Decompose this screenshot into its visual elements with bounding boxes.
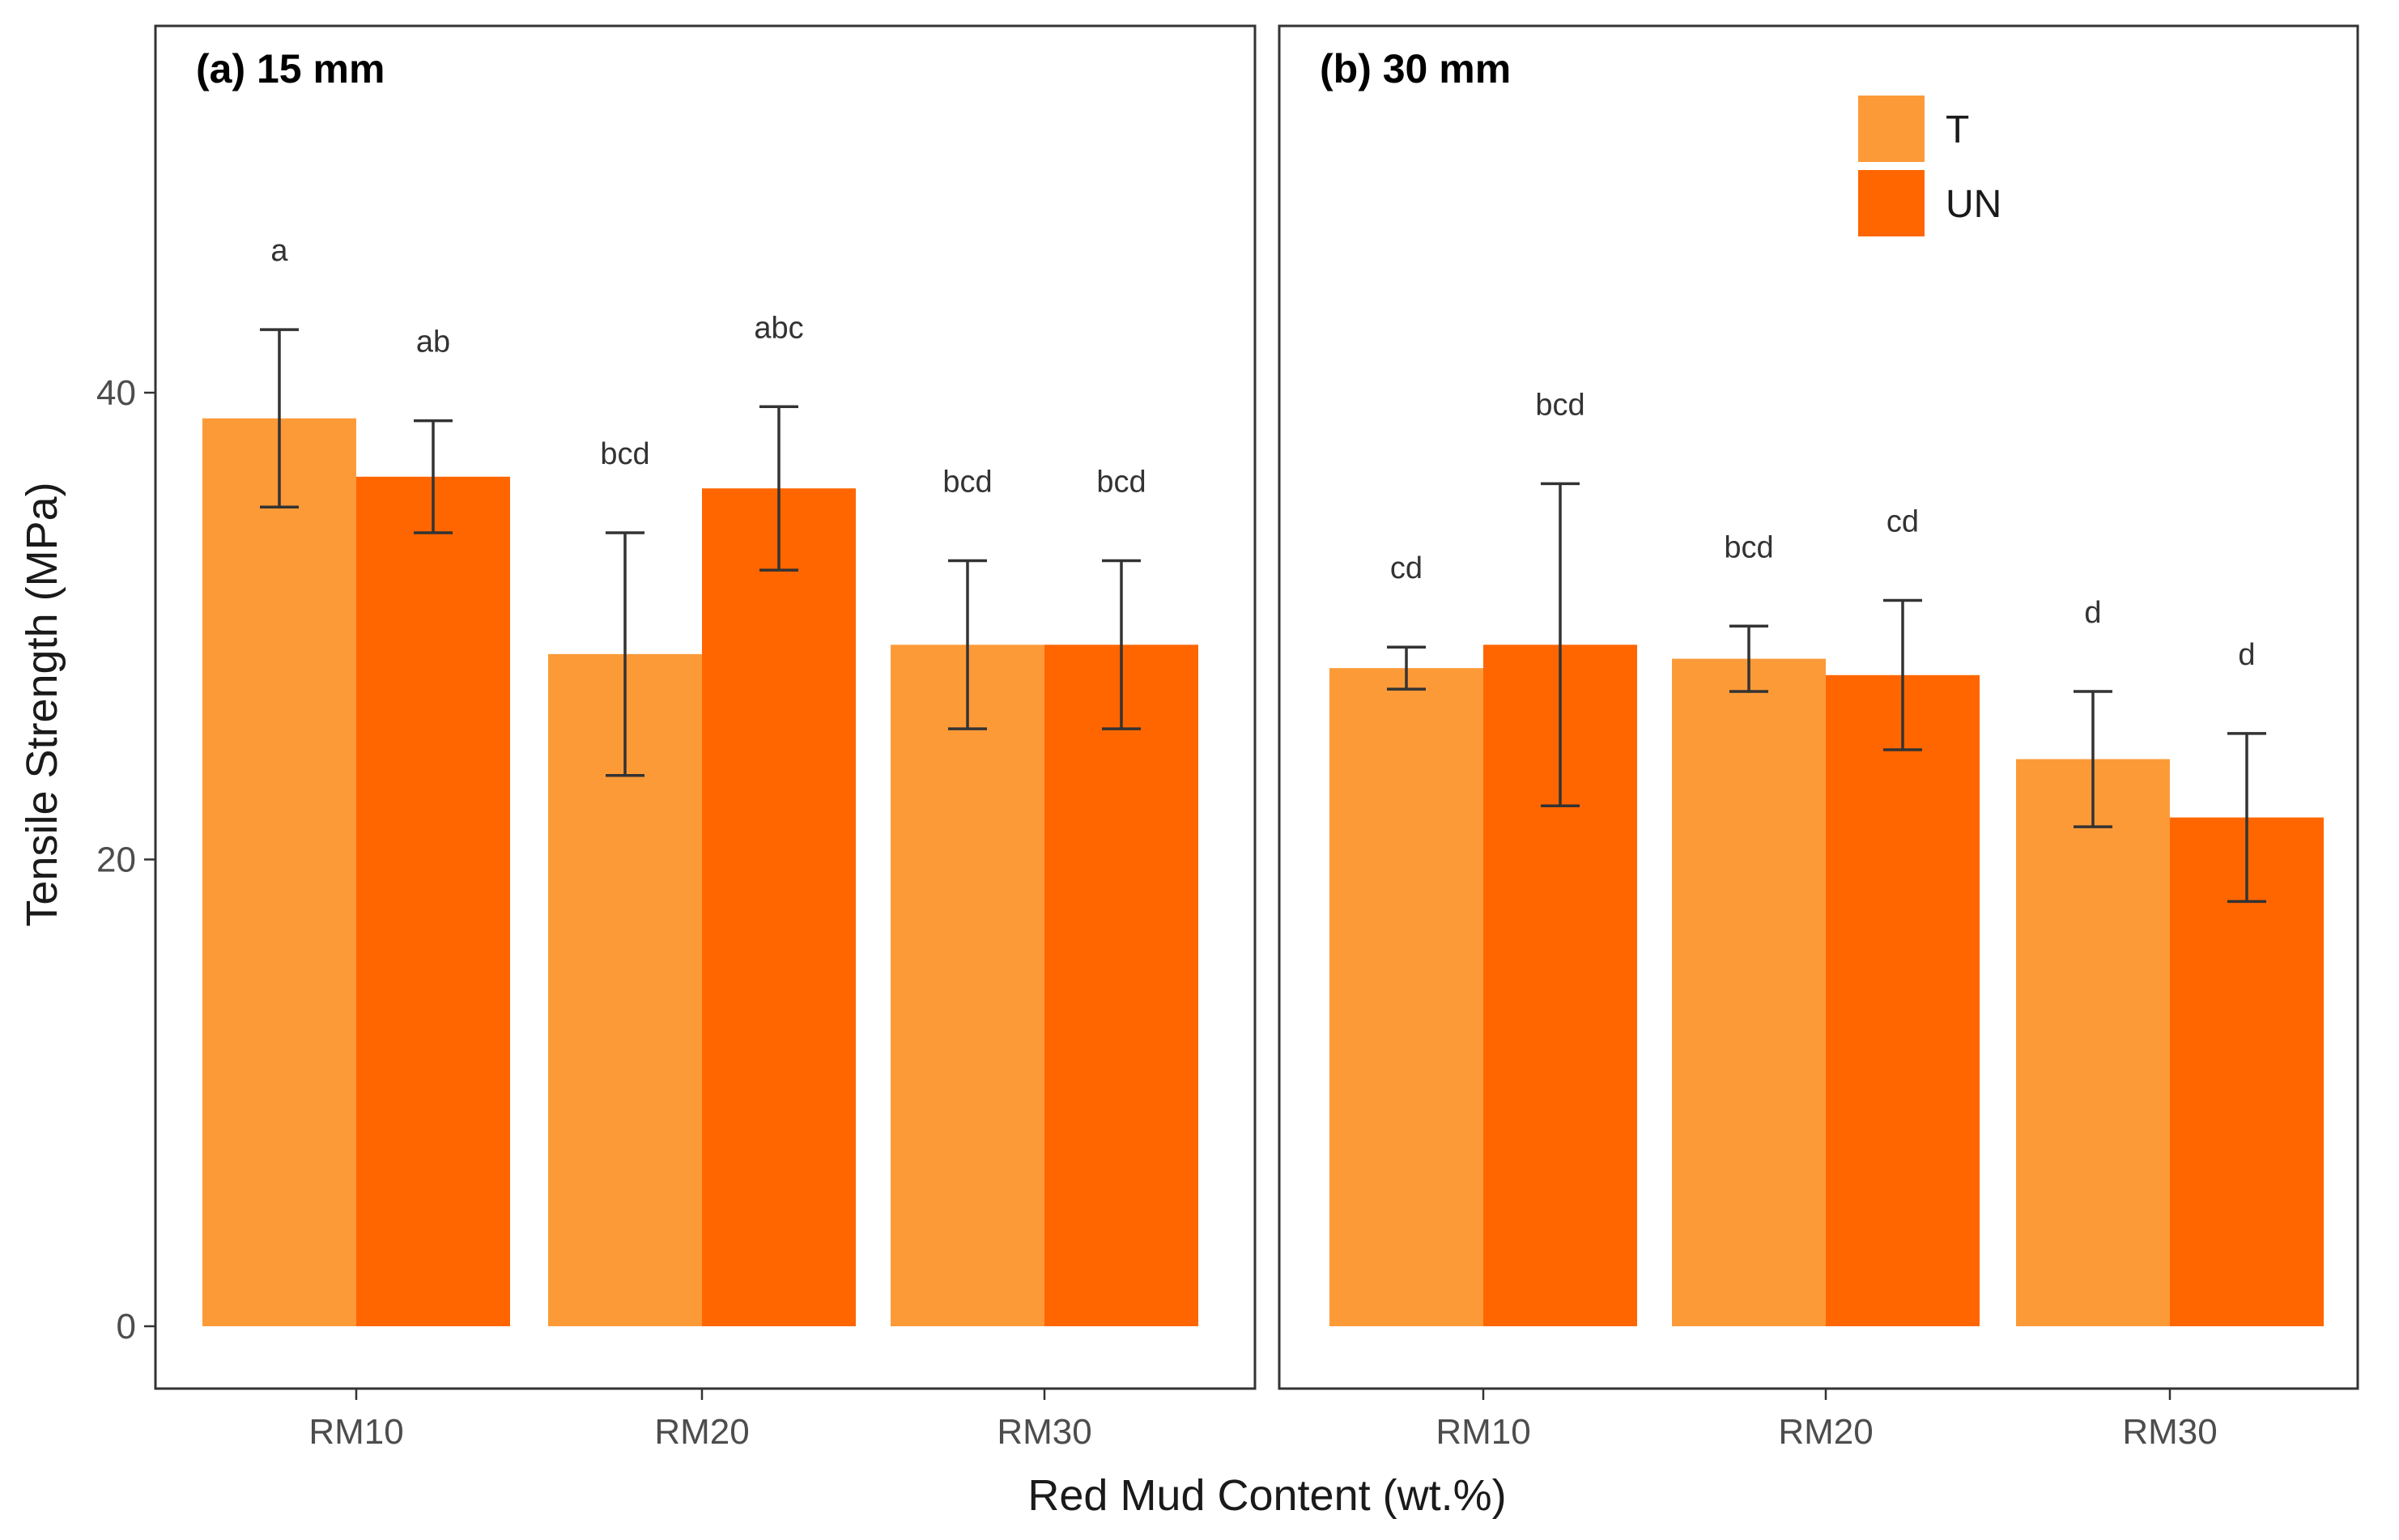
significance-label: cd [1886,505,1919,539]
legend-label: T [1946,108,1969,151]
y-tick-label: 40 [96,373,136,413]
series-un: bcd cd d [1483,388,2324,1326]
panels-layer: (a) 15 mm 0 20 40 RM10 RM20 RM30 a bcd bcd ab abc bc… [96,24,2359,1452]
error-bar [1729,624,1768,693]
y-tick-label: 0 [117,1307,136,1346]
significance-label: ab [416,325,450,359]
series-t: a bcd bcd [202,234,1044,1326]
error-bar [2074,690,2112,828]
series-un: ab abc bcd [356,311,1198,1326]
bar-un-rm10 [356,476,510,1326]
bar-t-rm10 [1329,668,1483,1326]
error-bar [759,405,798,572]
error-bar [606,531,644,777]
significance-label: d [2084,596,2101,630]
legend-swatch [1858,96,1925,162]
significance-label: bcd [942,466,992,500]
error-bar [260,328,299,508]
bar-un-rm20 [702,488,856,1326]
legend-swatch [1858,170,1925,236]
error-bar [1541,482,1580,807]
x-tick-label: RM30 [997,1412,1091,1452]
significance-label: a [270,234,288,268]
bar-t-rm30 [2016,759,2170,1326]
panel-frame [154,24,1257,1390]
error-bar [1102,559,1141,730]
bar-t-rm20 [1672,658,1826,1326]
significance-label: cd [1390,551,1423,585]
significance-label: bcd [600,437,649,471]
panel-title: (b) 30 mm [1320,46,1511,91]
bar-t-rm30 [891,645,1044,1326]
panel-b: (b) 30 mm RM10 RM20 RM30 cd bcd d bcd cd d [1278,24,2359,1452]
error-bar [414,419,453,534]
x-tick-label: RM20 [1778,1412,1873,1452]
bar-t-rm10 [202,418,356,1326]
significance-label: bcd [1724,530,1773,564]
significance-label: bcd [1096,466,1146,500]
x-axis-title: Red Mud Content (wt.%) [1027,1471,1506,1520]
legend: T UN [1858,96,2001,236]
y-axis-title: Tensile Strength (MPa) [18,482,66,926]
significance-label: bcd [1535,388,1584,422]
x-tick-label: RM10 [1436,1412,1530,1452]
significance-label: abc [754,311,803,345]
panel-title: (a) 15 mm [196,46,385,91]
series-t: cd bcd d [1329,530,2170,1326]
panel-a: (a) 15 mm 0 20 40 RM10 RM20 RM30 a bcd bcd ab abc bc… [96,24,1257,1452]
y-tick-label: 20 [96,840,136,880]
panel-frame [1278,24,2359,1390]
legend-entry-t: T [1858,96,1969,162]
legend-label: UN [1946,183,2001,226]
legend-entry-un: UN [1858,170,2001,236]
x-tick-label: RM20 [654,1412,749,1452]
x-tick-label: RM10 [308,1412,403,1452]
bar-un-rm30 [1044,645,1198,1326]
error-bar [948,559,987,730]
significance-label: d [2238,638,2255,672]
error-bar [1883,598,1922,751]
error-bar [2227,732,2266,904]
error-bar [1387,645,1426,691]
x-tick-label: RM30 [2122,1412,2217,1452]
bar-un-rm20 [1826,674,1980,1326]
